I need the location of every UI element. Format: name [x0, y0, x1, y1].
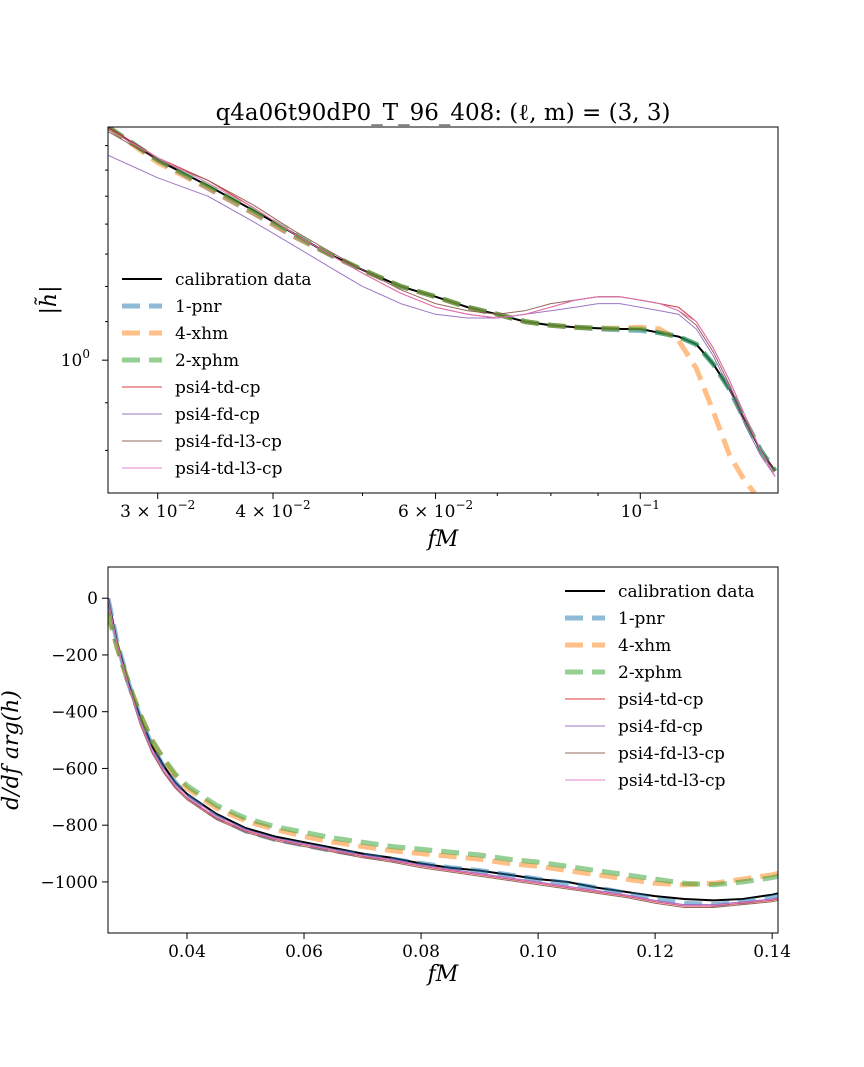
legend-label: 2-xphm	[618, 663, 682, 683]
magnitude-ticks: 3 × 10−2 4 × 10−2 6 × 10−2 10−1 100	[61, 145, 660, 522]
x-tick-label: 0.10	[519, 942, 557, 962]
x-tick-label: 6 × 10−2	[398, 498, 473, 522]
legend-label: calibration data	[175, 270, 312, 290]
magnitude-xlabel: fM	[426, 527, 459, 552]
legend-label: 1-pnr	[618, 609, 665, 629]
y-tick-label: 0	[87, 589, 98, 609]
x-tick-label: 0.12	[636, 942, 674, 962]
legend-label: psi4-td-l3-cp	[175, 459, 283, 479]
phase-legend: calibration data 1-pnr 4-xhm 2-xphm psi4-td-…	[565, 582, 755, 791]
x-tick-label: 0.04	[168, 942, 206, 962]
legend-label: psi4-fd-cp	[175, 405, 260, 425]
legend-label: 2-xphm	[175, 351, 239, 371]
series-line-2-xphm	[108, 611, 778, 888]
x-tick-label: 10−1	[621, 498, 660, 522]
phase-ticks: 0.04 0.06 0.08 0.10 0.12 0.14 0 −200 −400 −600 −80…	[40, 589, 791, 962]
legend-label: psi4-td-cp	[618, 690, 704, 710]
magnitude-series-group	[108, 127, 778, 493]
x-tick-label: 3 × 10−2	[120, 498, 195, 522]
magnitude-plot-frame	[107, 126, 779, 494]
series-line-psi4-fd-cp	[108, 154, 776, 477]
x-tick-label: 0.14	[753, 942, 791, 962]
series-line-2-xphm	[108, 127, 778, 473]
series-line-psi4-fd-cp	[108, 598, 778, 906]
legend-label: calibration data	[618, 582, 755, 602]
y-tick-label: −200	[51, 646, 98, 666]
series-line-psi4-fd-l3-cp	[108, 598, 778, 908]
legend-label: 4-xhm	[618, 636, 671, 656]
x-tick-label: 0.06	[285, 942, 323, 962]
legend-label: psi4-fd-l3-cp	[175, 432, 282, 452]
phase-xlabel: fM	[426, 962, 459, 987]
legend-label: 1-pnr	[175, 297, 222, 317]
magnitude-legend: calibration data 1-pnr 4-xhm 2-xphm psi4-td-…	[122, 270, 312, 479]
series-line-psi4-td-l3-cp	[108, 598, 778, 906]
phase-plot-frame	[107, 566, 779, 934]
series-line-psi4-td-l3-cp	[108, 128, 776, 477]
legend-label: psi4-fd-cp	[618, 717, 703, 737]
y-tick-label: 100	[61, 347, 90, 371]
legend-label: 4-xhm	[175, 324, 228, 344]
legend-label: psi4-td-cp	[175, 378, 261, 398]
figure-title: q4a06t90dP0_T_96_408: (ℓ, m) = (3, 3)	[216, 100, 671, 126]
legend-label: psi4-td-l3-cp	[618, 771, 726, 791]
y-tick-label: −600	[51, 759, 98, 779]
magnitude-ylabel: |h̃|	[35, 286, 62, 315]
y-tick-label: −1000	[40, 873, 98, 893]
phase-ylabel: d/df arg(h)	[0, 690, 24, 810]
y-tick-label: −400	[51, 703, 98, 723]
phase-derivative-panel: 0.04 0.06 0.08 0.10 0.12 0.14 0 −200 −400 −600 −80…	[0, 566, 791, 987]
x-tick-label: 0.08	[402, 942, 440, 962]
x-tick-label: 4 × 10−2	[235, 498, 310, 522]
series-line-psi4-fd-l3-cp	[108, 131, 776, 472]
y-tick-label: −800	[51, 816, 98, 836]
phase-series-group	[108, 597, 778, 908]
legend-label: psi4-fd-l3-cp	[618, 744, 725, 764]
